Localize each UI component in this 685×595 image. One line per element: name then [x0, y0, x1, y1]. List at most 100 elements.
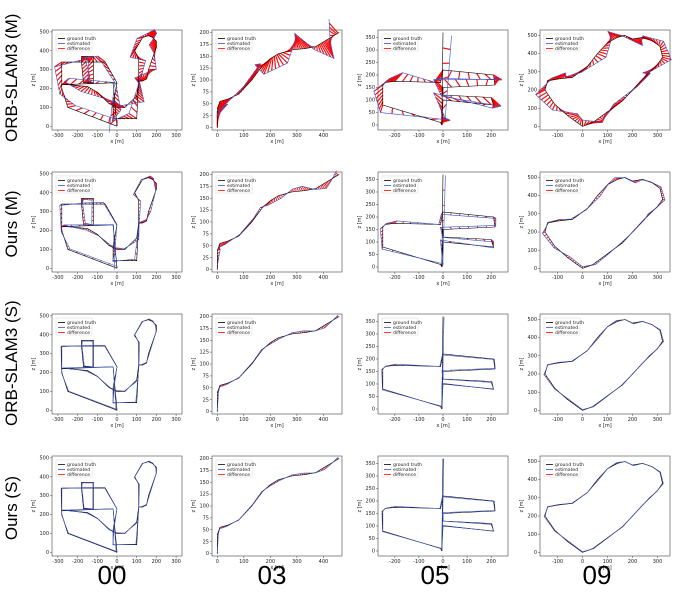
difference-line — [100, 60, 108, 66]
legend-label: estimated — [67, 325, 90, 331]
y-axis-label: z [m] — [519, 499, 525, 512]
difference-line — [293, 188, 295, 192]
legend-label: estimated — [227, 467, 250, 473]
difference-line — [125, 114, 134, 120]
legend-label: ground truth — [227, 36, 256, 42]
x-tick-label: 0 — [441, 417, 444, 423]
y-tick-label: 200 — [39, 370, 49, 376]
y-tick-label: 500 — [39, 455, 49, 461]
x-tick-label: 0 — [115, 417, 118, 423]
y-tick-label: 150 — [199, 54, 209, 60]
difference-line — [273, 56, 277, 69]
difference-line — [325, 182, 329, 187]
difference-line — [280, 52, 290, 60]
y-tick-label: 175 — [199, 468, 209, 474]
y-tick-label: 400 — [527, 335, 537, 341]
difference-line — [595, 55, 603, 61]
difference-line — [552, 74, 560, 81]
y-tick-label: 50 — [203, 243, 209, 249]
y-tick-label: 300 — [527, 353, 537, 359]
difference-line — [613, 100, 623, 105]
x-axis-label: x [m] — [598, 423, 611, 429]
difference-line — [569, 258, 573, 260]
ground-truth-line — [382, 32, 496, 126]
y-tick-label: 0 — [534, 266, 537, 272]
difference-line — [577, 117, 582, 124]
x-tick-label: -100 — [413, 417, 424, 423]
difference-line — [82, 219, 86, 222]
y-tick-label: 500 — [39, 171, 49, 177]
y-tick-label: 0 — [46, 124, 49, 130]
difference-line — [401, 110, 405, 116]
difference-line — [58, 83, 63, 90]
y-tick-label: 0 — [372, 407, 375, 413]
legend-label: difference — [227, 472, 250, 478]
x-axis-label: x [m] — [436, 281, 449, 287]
difference-line — [328, 180, 330, 184]
difference-line — [386, 77, 393, 83]
difference-line — [151, 43, 157, 50]
difference-line — [131, 45, 138, 52]
x-tick-label: 0 — [216, 275, 219, 281]
y-axis-label: z [m] — [191, 499, 197, 512]
legend-label: estimated — [393, 467, 416, 473]
x-tick-label: 100 — [132, 559, 142, 565]
difference-line — [87, 79, 93, 85]
difference-line — [467, 226, 470, 229]
y-tick-label: 0 — [206, 551, 209, 557]
y-tick-label: 500 — [527, 459, 537, 465]
estimated-line — [54, 29, 157, 133]
difference-line — [612, 179, 615, 182]
x-tick-label: 200 — [628, 275, 638, 281]
subplot-3-2: -200 -100 0 100 200 0 50 100 150 200 250 300 350 x [m… — [357, 455, 509, 571]
x-tick-label: 100 — [239, 133, 249, 139]
legend-label: ground truth — [67, 462, 96, 468]
x-axis-label: x [m] — [110, 565, 123, 571]
x-tick-label: 200 — [152, 133, 162, 139]
y-axis-label: z [m] — [191, 215, 197, 228]
y-tick-label: 300 — [39, 67, 49, 73]
x-tick-label: -100 — [92, 559, 103, 565]
difference-line — [134, 239, 137, 242]
difference-line — [608, 33, 615, 40]
difference-line — [327, 181, 330, 185]
x-tick-label: 200 — [628, 133, 638, 139]
x-tick-label: 0 — [581, 133, 584, 139]
y-tick-label: 125 — [199, 66, 209, 72]
y-tick-label: 0 — [372, 265, 375, 271]
difference-line — [579, 118, 583, 125]
legend-label: ground truth — [67, 36, 96, 42]
y-tick-label: 25 — [203, 113, 209, 119]
y-tick-label: 0 — [46, 408, 49, 414]
estimated-line — [535, 30, 672, 123]
x-tick-label: 100 — [239, 417, 249, 423]
legend-label: ground truth — [227, 462, 256, 468]
difference-line — [300, 186, 303, 192]
y-tick-label: 0 — [372, 123, 375, 129]
y-tick-label: 400 — [527, 51, 537, 57]
difference-line — [136, 76, 144, 82]
difference-line — [324, 324, 327, 328]
column-label-00: 00 — [97, 560, 127, 590]
y-tick-label: 50 — [203, 527, 209, 533]
y-tick-label: 500 — [527, 33, 537, 39]
x-tick-label: 100 — [462, 417, 472, 423]
y-tick-label: 0 — [206, 125, 209, 131]
difference-line — [81, 57, 86, 63]
x-tick-label: 100 — [603, 133, 613, 139]
x-axis-label: x [m] — [110, 281, 123, 287]
x-tick-label: -200 — [72, 133, 83, 139]
x-tick-label: 0 — [441, 559, 444, 565]
y-tick-label: 500 — [39, 29, 49, 35]
ground-truth-line — [217, 316, 340, 412]
difference-line — [601, 115, 605, 120]
difference-line — [83, 109, 90, 115]
y-tick-label: 250 — [365, 344, 375, 350]
difference-line — [313, 46, 316, 50]
x-tick-label: 100 — [603, 275, 613, 281]
difference-line — [90, 56, 94, 63]
ground-truth-line — [61, 35, 157, 127]
difference-line — [441, 117, 446, 126]
difference-line — [150, 42, 157, 49]
